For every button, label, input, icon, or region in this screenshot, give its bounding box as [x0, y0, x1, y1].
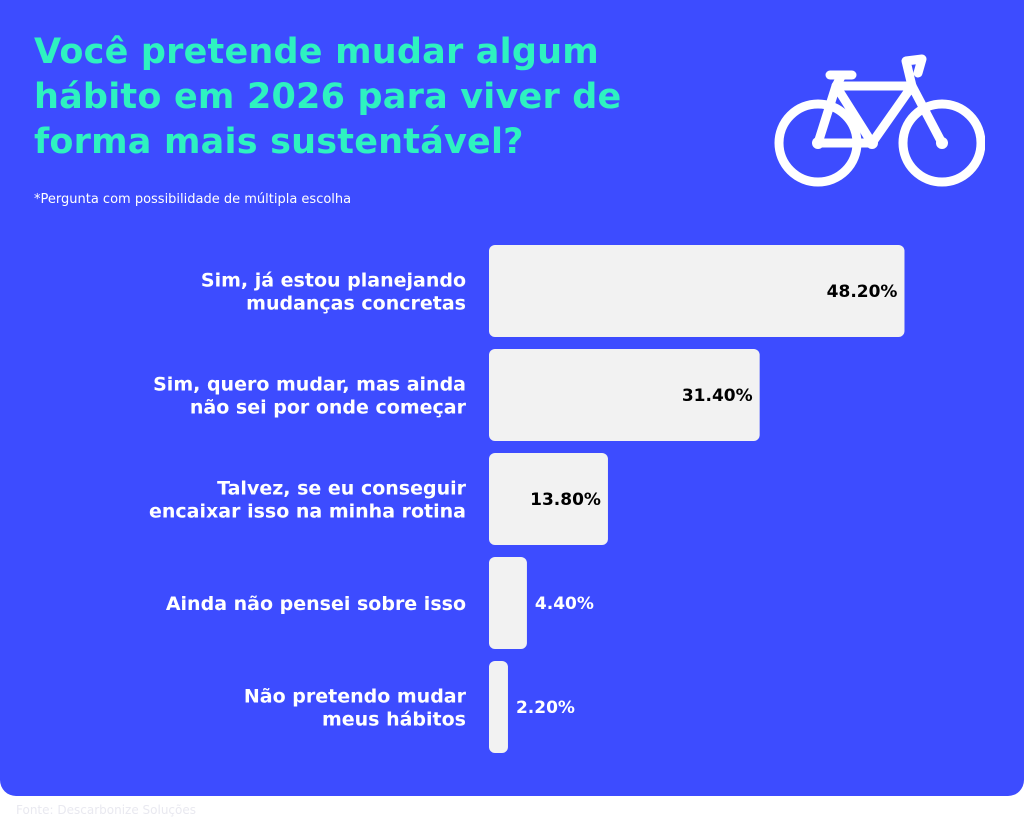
category-label-2: Talvez, se eu conseguir encaixar isso na … [149, 478, 467, 523]
value-label-0: 48.20% [827, 282, 898, 302]
chart-title: Você pretende mudar algum hábito em 2026… [34, 32, 622, 162]
bar-3 [489, 557, 527, 649]
chart-card: Você pretende mudar algum hábito em 2026… [0, 0, 1024, 796]
category-label-1: Sim, quero mudar, mas ainda não sei por o… [153, 374, 466, 419]
bicycle-icon [774, 54, 985, 187]
bar-1 [489, 349, 760, 441]
bar-4 [489, 661, 508, 753]
bar-chart: Sim, já estou planejando mudanças concret… [149, 245, 905, 753]
multiple-choice-note: *Pergunta com possibilidade de múltipla … [34, 192, 352, 207]
category-label-3: Ainda não pensei sobre isso [166, 593, 466, 615]
source-footer: Fonte: Descarbonize Soluções [16, 803, 196, 817]
bar-0 [489, 245, 905, 337]
value-label-4: 2.20% [516, 698, 575, 718]
category-label-0: Sim, já estou planejando mudanças concret… [201, 270, 466, 315]
value-label-1: 31.40% [682, 386, 753, 406]
category-label-4: Não pretendo mudar meus hábitos [244, 686, 467, 731]
value-label-2: 13.80% [530, 490, 601, 510]
bar-2 [489, 453, 608, 545]
value-label-3: 4.40% [535, 594, 594, 614]
